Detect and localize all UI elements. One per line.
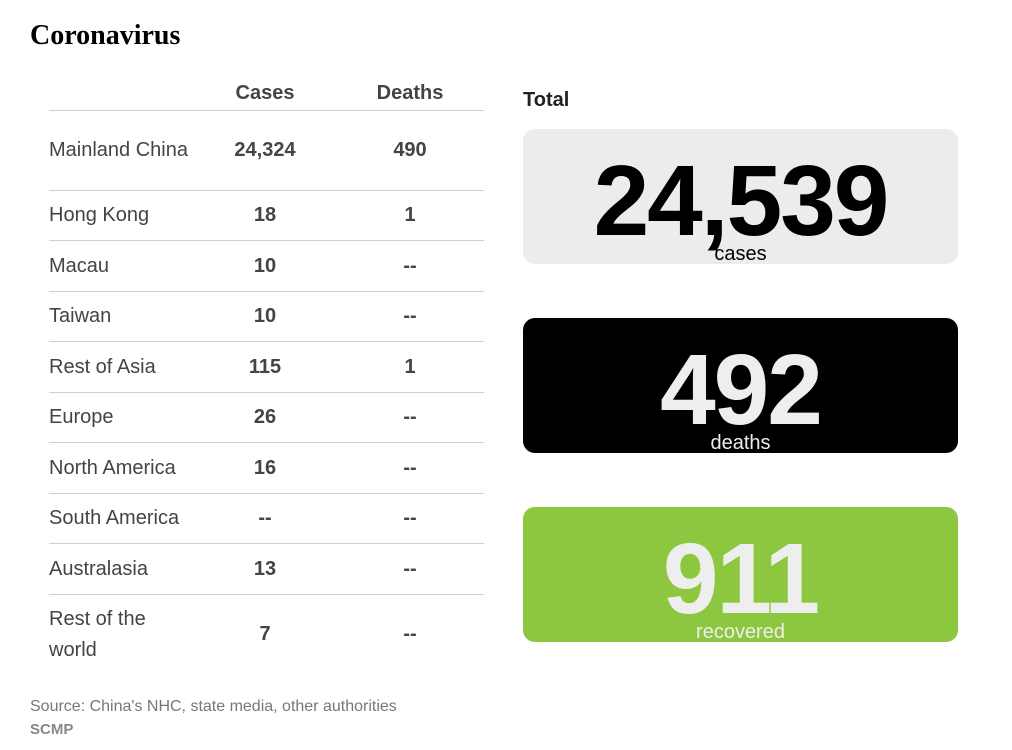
credit-label: SCMP — [30, 721, 74, 738]
cases-cell: 18 — [253, 204, 277, 226]
region-cell: North America — [49, 456, 176, 479]
table-row: Rest of the world 7 -- — [49, 595, 484, 674]
total-cases-unit: cases — [714, 243, 767, 264]
cases-cell: 24,324 — [234, 139, 296, 161]
table-row: South America -- -- — [49, 494, 484, 544]
table-row: Hong Kong 18 1 — [49, 191, 484, 241]
deaths-cell: 1 — [404, 204, 416, 226]
total-recovered-value: 911 — [662, 523, 820, 635]
table-row: Australasia 13 -- — [49, 544, 484, 595]
cases-cell: 10 — [253, 305, 277, 327]
cases-cell: 115 — [248, 355, 282, 378]
region-cell: Rest of the world — [49, 607, 146, 661]
total-deaths-value: 492 — [660, 334, 823, 446]
region-cell: Mainland China — [49, 139, 188, 161]
deaths-cell: 1 — [404, 355, 416, 378]
region-cell: Taiwan — [49, 305, 112, 327]
region-cell: Rest of Asia — [49, 355, 156, 378]
deaths-cell: -- — [403, 456, 417, 479]
total-cases-card: 24,539 cases — [523, 129, 958, 264]
table-row: Europe 26 -- — [49, 393, 484, 443]
deaths-column-header: Deaths — [376, 82, 444, 104]
cases-cell: 7 — [259, 623, 271, 645]
table-header: Cases Deaths — [49, 80, 484, 111]
cases-cell: 16 — [253, 456, 277, 479]
total-recovered-unit: recovered — [696, 621, 785, 642]
cases-cell: 26 — [253, 406, 277, 428]
deaths-cell: -- — [403, 507, 417, 529]
region-cell: Hong Kong — [49, 204, 150, 226]
source-note: Source: China's NHC, state media, other … — [30, 698, 397, 715]
region-cell: South America — [49, 507, 180, 529]
cases-cell: 10 — [253, 254, 277, 277]
table-row: Taiwan 10 -- — [49, 292, 484, 342]
deaths-cell: -- — [403, 305, 417, 327]
table-row: Rest of Asia 115 1 — [49, 342, 484, 393]
table-row: Macau 10 -- — [49, 241, 484, 292]
totals-label: Total — [523, 89, 570, 111]
deaths-cell: 490 — [393, 139, 427, 161]
table-row: Mainland China 24,324 490 — [49, 111, 484, 191]
deaths-cell: -- — [403, 406, 417, 428]
deaths-cell: -- — [403, 623, 417, 645]
total-recovered-card: 911 recovered — [523, 507, 958, 642]
cases-cell: 13 — [253, 557, 277, 580]
cases-column-header: Cases — [235, 82, 295, 104]
table-row: North America 16 -- — [49, 443, 484, 494]
table-body: Mainland China 24,324 490 Hong Kong 18 1 Macau… — [49, 111, 484, 674]
cases-table: Cases Deaths Mainland China 24,324 490 Hong… — [49, 80, 484, 674]
deaths-cell: -- — [403, 254, 417, 277]
total-deaths-unit: deaths — [710, 432, 771, 453]
region-cell: Australasia — [49, 557, 148, 580]
region-cell: Europe — [49, 406, 114, 428]
total-cases-value: 24,539 — [593, 145, 890, 257]
region-cell: Macau — [49, 254, 110, 277]
page-title: Coronavirus — [30, 20, 181, 51]
cases-cell: -- — [258, 507, 272, 529]
total-deaths-card: 492 deaths — [523, 318, 958, 453]
deaths-cell: -- — [403, 557, 417, 580]
